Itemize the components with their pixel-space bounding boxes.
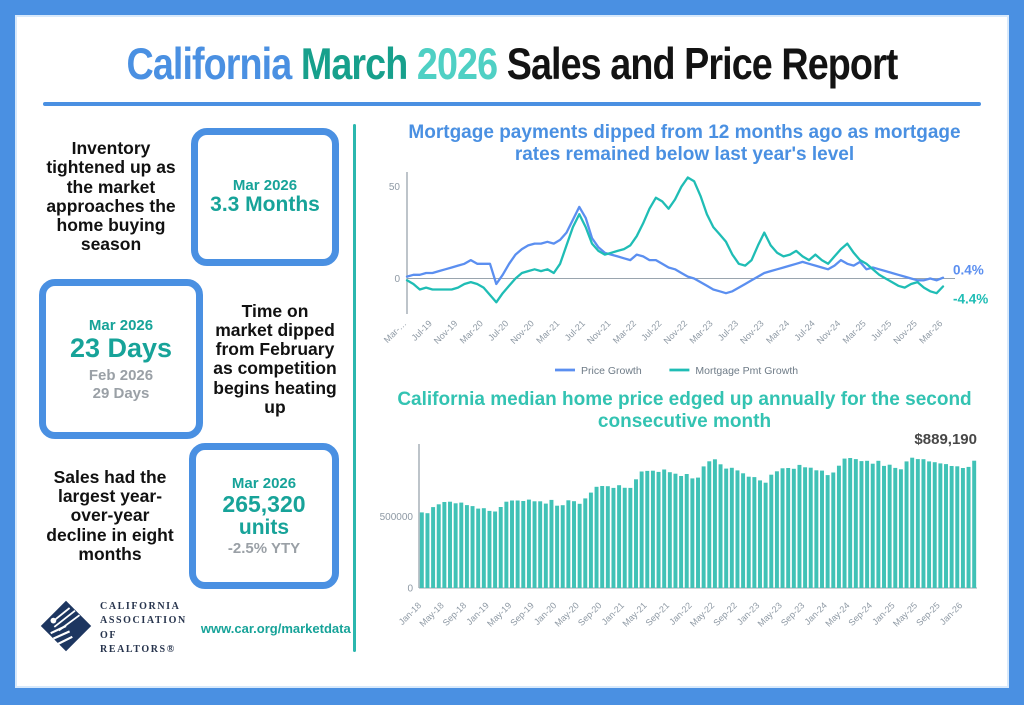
svg-text:Jan-26: Jan-26 <box>937 601 964 628</box>
stat-sales-box: Mar 2026 265,320 units -2.5% YTY <box>189 443 339 589</box>
car-logo-text: CALIFORNIA ASSOCIATION OF REALTORS® <box>100 600 187 658</box>
svg-text:Mar-23: Mar-23 <box>687 318 714 345</box>
svg-text:Nov-24: Nov-24 <box>814 318 842 346</box>
svg-text:Jul-23: Jul-23 <box>715 318 739 342</box>
car-diamond-logo-icon <box>39 599 93 658</box>
title-march: March <box>300 39 408 89</box>
charts-column: Mortgage payments dipped from 12 months … <box>366 118 1003 658</box>
svg-text:Jul-22: Jul-22 <box>639 318 663 342</box>
svg-text:Sep-23: Sep-23 <box>778 601 806 629</box>
stat-inventory: Inventory tightened up as the market app… <box>39 118 339 276</box>
stat-inventory-box: Mar 2026 3.3 Months <box>191 127 339 266</box>
vertical-divider <box>353 124 356 652</box>
svg-text:Price Growth: Price Growth <box>581 365 642 377</box>
title-year: 2026 <box>416 39 498 89</box>
svg-text:0: 0 <box>394 274 400 285</box>
svg-text:Jul-19: Jul-19 <box>409 318 433 342</box>
marketdata-url-link[interactable]: www.car.org/marketdata <box>200 621 351 636</box>
car-logo-line1: CALIFORNIA <box>100 600 181 612</box>
svg-text:Sep-19: Sep-19 <box>508 601 536 629</box>
car-logo: CALIFORNIA ASSOCIATION OF REALTORS® <box>39 599 187 658</box>
header-divider <box>43 102 981 106</box>
svg-text:0: 0 <box>407 584 413 595</box>
car-logo-line2: ASSOCIATION <box>100 615 187 626</box>
svg-text:Sep-24: Sep-24 <box>846 601 874 629</box>
mortgage-chart-title: Mortgage payments dipped from 12 months … <box>408 122 961 165</box>
stat-time-value: 23 Days <box>69 332 173 363</box>
median-price-bar-chart: 500000 0 Jan-18 May-18 Sep-18 Jan-19 May-19 Sep… <box>371 431 999 639</box>
svg-text:Nov-23: Nov-23 <box>738 318 766 346</box>
mortgage-line-chart: 50 0 Mar-… Jul-19 Nov-19 Mar-20 Jul-20 Nov-20 Ma… <box>371 166 999 387</box>
stat-time-prev-value: 29 Days <box>92 384 150 402</box>
svg-text:$889,190: $889,190 <box>914 432 977 448</box>
svg-text:Nov-21: Nov-21 <box>585 318 613 346</box>
svg-text:Jul-21: Jul-21 <box>562 318 586 342</box>
svg-text:Mar-22: Mar-22 <box>610 318 637 345</box>
svg-text:Mortgage Pmt Growth: Mortgage Pmt Growth <box>695 365 798 377</box>
svg-text:Mar-…: Mar-… <box>381 318 408 345</box>
stat-sales-period: Mar 2026 <box>231 475 297 493</box>
main-content: Inventory tightened up as the market app… <box>15 106 1009 658</box>
stat-time-on-market: Mar 2026 23 Days Feb 2026 29 Days Time o… <box>39 276 339 443</box>
footer: CALIFORNIA ASSOCIATION OF REALTORS® www.… <box>39 599 351 658</box>
svg-text:0.4%: 0.4% <box>953 262 984 277</box>
svg-text:Nov-20: Nov-20 <box>508 318 536 346</box>
header: California March 2026 Sales and Price Re… <box>15 15 1009 90</box>
svg-text:Nov-19: Nov-19 <box>431 318 459 346</box>
stat-time-period: Mar 2026 <box>88 316 154 334</box>
stats-column: Inventory tightened up as the market app… <box>39 118 351 658</box>
svg-text:Mar-24: Mar-24 <box>764 318 791 345</box>
svg-text:Sep-25: Sep-25 <box>914 601 942 629</box>
svg-text:Mar-26: Mar-26 <box>917 318 944 345</box>
svg-text:May-25: May-25 <box>890 601 918 629</box>
svg-text:May-21: May-21 <box>620 601 648 629</box>
svg-text:Jul-25: Jul-25 <box>869 318 893 342</box>
svg-text:May-18: May-18 <box>417 601 445 629</box>
stat-sales-unit: units <box>238 515 290 539</box>
stat-sales-text: Sales had the largest year-over-year dec… <box>46 466 174 564</box>
svg-text:Sep-20: Sep-20 <box>576 601 604 629</box>
stat-sales: Sales had the largest year-over-year dec… <box>39 443 339 589</box>
stat-inventory-period: Mar 2026 <box>232 177 298 195</box>
svg-text:Mar-21: Mar-21 <box>534 318 561 345</box>
title-rest: Sales and Price Report <box>506 39 899 89</box>
svg-text:Jul-20: Jul-20 <box>486 318 510 342</box>
stat-inventory-value: 3.3 Months <box>210 193 320 217</box>
svg-text:May-23: May-23 <box>755 601 783 629</box>
stat-inventory-text: Inventory tightened up as the market app… <box>46 138 176 255</box>
stat-time-box: Mar 2026 23 Days Feb 2026 29 Days <box>39 279 203 440</box>
price-chart-title: California median home price edged up an… <box>397 388 972 432</box>
stat-time-prev-period: Feb 2026 <box>88 367 154 385</box>
svg-text:Jul-24: Jul-24 <box>792 318 816 342</box>
svg-text:May-24: May-24 <box>823 601 851 629</box>
car-logo-line3: OF REALTORS® <box>100 629 176 656</box>
svg-text:Nov-25: Nov-25 <box>891 318 919 346</box>
svg-text:500000: 500000 <box>379 512 413 523</box>
svg-text:Mar-20: Mar-20 <box>457 318 484 345</box>
svg-text:May-22: May-22 <box>688 601 716 629</box>
page-title: California March 2026 Sales and Price Re… <box>126 39 899 90</box>
svg-text:Sep-18: Sep-18 <box>440 601 468 629</box>
svg-text:May-19: May-19 <box>485 601 513 629</box>
svg-text:Sep-22: Sep-22 <box>711 601 739 629</box>
title-california: California <box>126 39 293 89</box>
svg-text:-4.4%: -4.4% <box>953 291 988 306</box>
stat-time-text: Time on market dipped from February as c… <box>213 300 337 417</box>
svg-text:May-20: May-20 <box>552 601 580 629</box>
stat-sales-value: 265,320 <box>222 491 306 518</box>
stat-sales-sub: -2.5% YTY <box>227 539 301 557</box>
svg-text:Nov-22: Nov-22 <box>661 318 689 346</box>
svg-text:Mar-25: Mar-25 <box>840 318 867 345</box>
svg-text:50: 50 <box>388 182 400 193</box>
svg-text:Sep-21: Sep-21 <box>643 601 671 629</box>
